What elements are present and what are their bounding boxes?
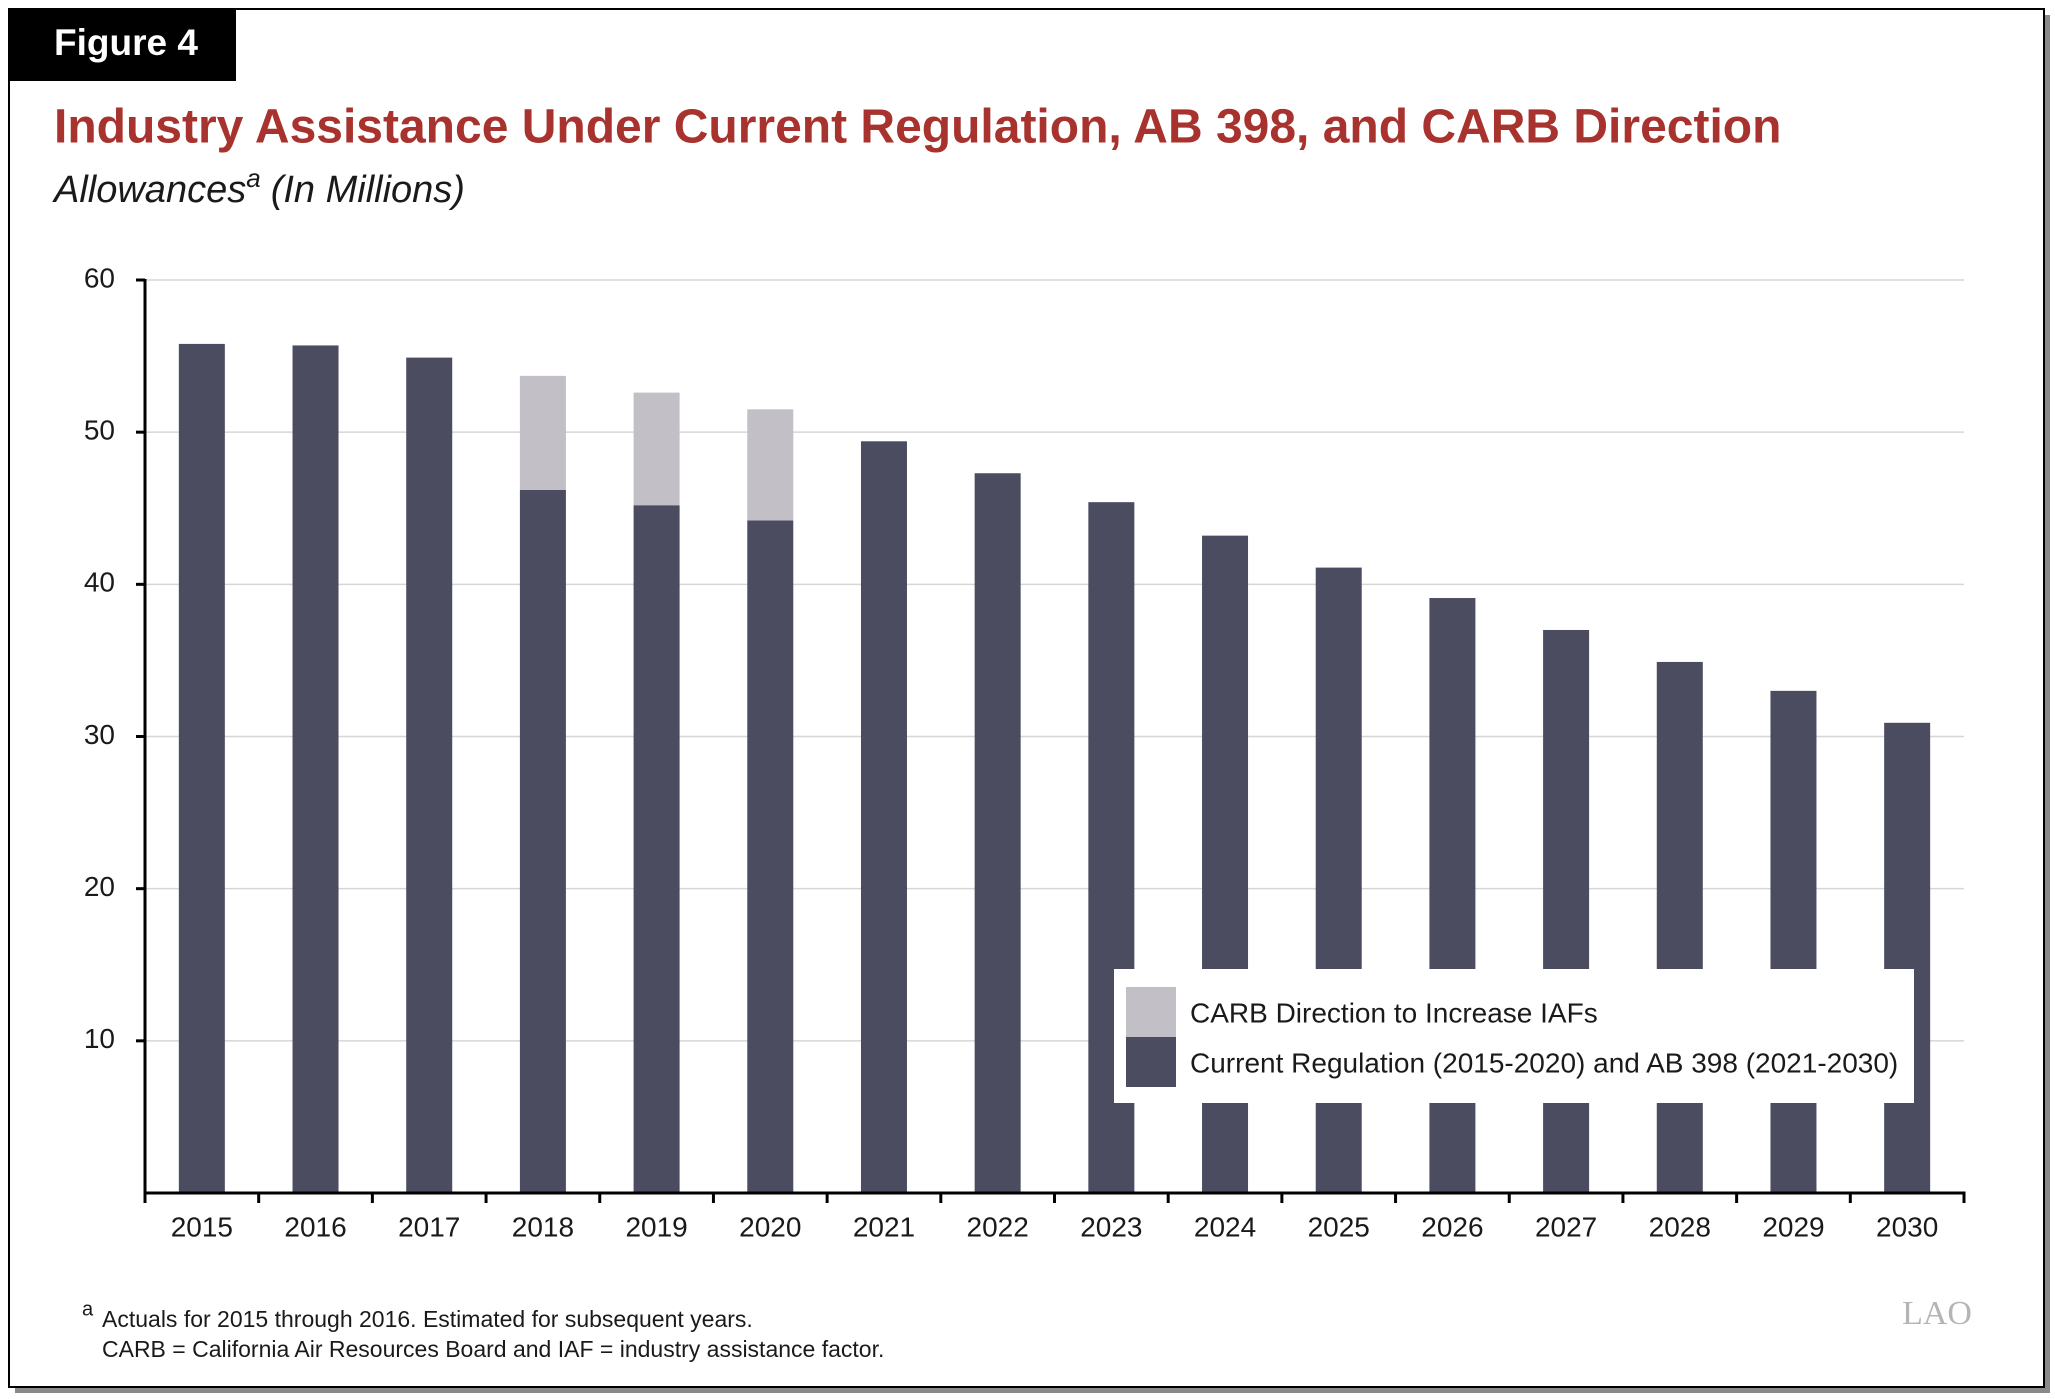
x-tick-label: 2024 [1194,1211,1256,1242]
bar-segment [747,409,794,521]
bar-segment [1770,690,1817,1193]
bar-segment [178,343,225,1193]
x-tick-label: 2026 [1421,1211,1483,1242]
figure-tab [9,9,236,81]
bar-segment [519,375,566,490]
legend-label: CARB Direction to Increase IAFs [1190,997,1598,1028]
x-tick-label: 2025 [1308,1211,1370,1242]
x-tick-label: 2020 [739,1211,801,1242]
x-tick-label: 2023 [1080,1211,1142,1242]
y-tick-label: 30 [84,719,115,750]
legend-label: Current Regulation (2015-2020) and AB 39… [1190,1047,1898,1078]
x-tick-label: 2028 [1649,1211,1711,1242]
bar-segment [292,345,339,1194]
chart-title: Industry Assistance Under Current Regula… [54,101,1781,154]
subtitle-superscript: a [246,163,260,193]
footnote-line: CARB = California Air Resources Board an… [102,1336,884,1362]
footnote-line: Actuals for 2015 through 2016. Estimated… [102,1306,753,1332]
bar-segment [633,505,680,1193]
x-tick-label: 2029 [1762,1211,1824,1242]
bar-segment [1884,722,1931,1193]
bar-segment [1656,661,1703,1193]
bar-segment [747,520,794,1193]
x-tick-label: 2030 [1876,1211,1938,1242]
chart-subtitle: Allowancesa (In Millions) [52,163,465,211]
subtitle-units: (In Millions) [271,169,465,211]
figure-label: Figure 4 [54,22,198,63]
x-tick-label: 2016 [284,1211,346,1242]
bar-segment [1429,598,1476,1193]
legend-swatch [1126,987,1176,1037]
x-tick-label: 2015 [171,1211,233,1242]
bar-segment [406,357,453,1194]
x-tick-label: 2021 [853,1211,915,1242]
y-tick-label: 60 [84,262,115,293]
legend-box [1114,969,1914,1103]
y-tick-label: 10 [84,1023,115,1054]
y-tick-label: 40 [84,567,115,598]
bar-segment [519,489,566,1193]
y-tick-label: 20 [84,871,115,902]
frame [8,8,2045,1388]
x-tick-label: 2027 [1535,1211,1597,1242]
x-tick-label: 2022 [967,1211,1029,1242]
x-tick-label: 2018 [512,1211,574,1242]
x-tick-label: 2017 [398,1211,460,1242]
y-tick-label: 50 [84,415,115,446]
logo: LAO [1902,1295,1972,1332]
footnote-marker: a [82,1298,94,1320]
bar-segment [1543,629,1590,1193]
x-tick-label: 2019 [625,1211,687,1242]
bar-segment [974,473,1021,1193]
subtitle-text: Allowances [52,169,246,211]
bar-segment [860,441,907,1194]
bar-segment [633,392,680,506]
legend-swatch [1126,1037,1176,1087]
